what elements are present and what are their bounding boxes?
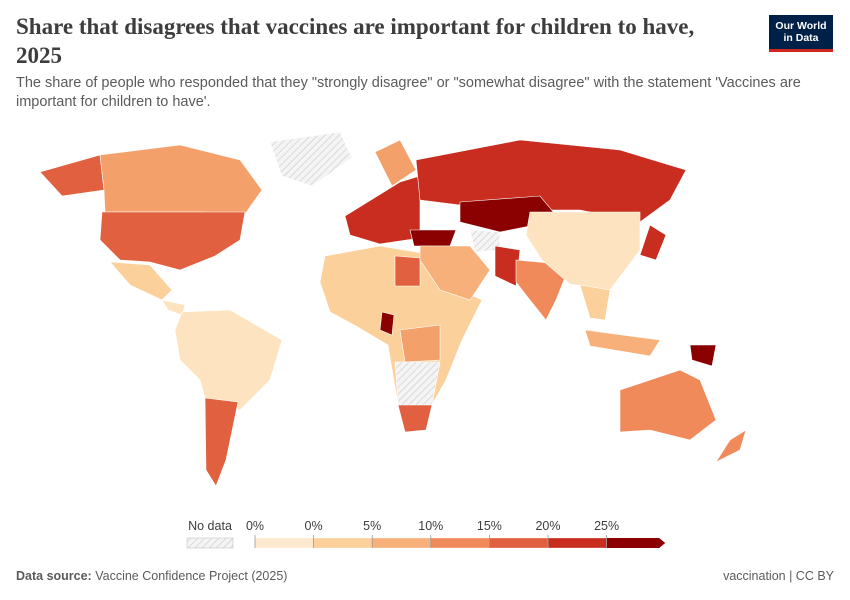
legend-swatch — [606, 538, 666, 548]
legend-label: 15% — [477, 519, 502, 533]
logo-line: Our World — [775, 20, 827, 32]
scandinavia — [374, 139, 417, 187]
middle-east — [419, 245, 491, 301]
argentina — [204, 397, 239, 487]
usa — [99, 211, 246, 271]
cameroon — [379, 311, 395, 336]
no-data-label: No data — [188, 519, 232, 533]
south-africa — [397, 404, 433, 433]
source-label: Data source: — [16, 569, 92, 583]
legend-label: 10% — [418, 519, 443, 533]
legend-swatch — [254, 537, 314, 549]
legend-label: 0% — [246, 519, 264, 533]
australia — [619, 369, 717, 441]
legend-swatch — [372, 537, 431, 549]
indonesia — [584, 329, 661, 357]
brazil-north — [174, 309, 283, 411]
pakistan — [494, 245, 521, 287]
legend-swatch — [430, 537, 490, 549]
japan — [639, 224, 667, 261]
mexico — [109, 261, 173, 301]
no-data-swatch — [186, 537, 234, 549]
source: Data source: Vaccine Confidence Project … — [16, 569, 287, 583]
legend-swatch — [489, 537, 549, 549]
southern-africa — [394, 361, 441, 406]
papua-new-guinea — [689, 344, 717, 367]
logo[interactable]: Our World in Data — [769, 15, 833, 52]
license[interactable]: vaccination | CC BY — [723, 569, 834, 583]
canada — [99, 144, 263, 215]
legend-label: 5% — [363, 519, 381, 533]
subtitle: The share of people who responded that t… — [16, 75, 801, 110]
title: Share that disagrees that vaccines are i… — [16, 14, 695, 68]
logo-line: in Data — [783, 32, 819, 44]
legend-swatch — [313, 537, 373, 549]
legend-label: 0% — [305, 519, 323, 533]
legend-label: 20% — [535, 519, 560, 533]
turkey — [409, 229, 457, 247]
central-africa — [399, 324, 441, 363]
legend: No data 0% 0% 5% 10% 15% 20% 25% — [186, 519, 666, 549]
alaska — [39, 154, 105, 197]
countries — [39, 131, 747, 487]
source-text: Vaccine Confidence Project (2025) — [95, 569, 288, 583]
new-zealand — [715, 429, 747, 463]
greenland — [269, 131, 353, 187]
legend-swatch — [547, 537, 607, 549]
legend-label: 25% — [594, 519, 619, 533]
europe — [344, 175, 421, 245]
libya — [394, 255, 421, 287]
southeast-asia — [579, 284, 611, 321]
